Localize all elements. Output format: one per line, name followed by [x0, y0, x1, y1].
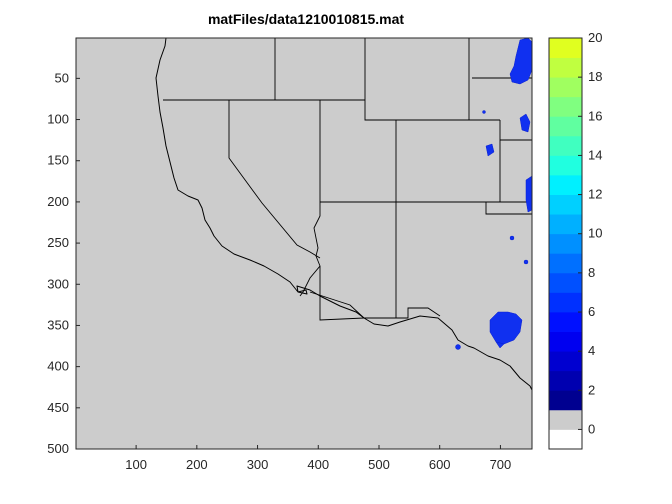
- y-tick-label: 350: [47, 317, 69, 332]
- y-tick-label: 150: [47, 153, 69, 168]
- colorbar-swatch: [549, 38, 582, 58]
- colorbar-swatch: [549, 116, 582, 137]
- colorbar-tick-label: 2: [588, 382, 595, 397]
- map-axes: 100 200 300 400 500 600 700 50 100 150 200 250 300 3…: [47, 37, 533, 472]
- x-tick-label: 500: [368, 457, 390, 472]
- colorbar-tick-label: 4: [588, 343, 595, 358]
- colorbar-swatch: [549, 409, 582, 430]
- x-tick-label: 600: [429, 457, 451, 472]
- colorbar-swatch: [549, 175, 582, 195]
- colorbar-tick-label: 12: [588, 187, 602, 202]
- x-axis: 100 200 300 400 500 600 700: [125, 445, 511, 472]
- colorbar: 0 2 4 6 8 10 12 14 16 18 20: [548, 30, 602, 450]
- colorbar-tick-label: 20: [588, 30, 602, 45]
- colorbar-swatch: [549, 351, 582, 372]
- colorbar-tick-label: 10: [588, 226, 602, 241]
- colorbar-swatch: [549, 57, 582, 78]
- colorbar-tick-label: 16: [588, 108, 602, 123]
- colorbar-swatch: [549, 77, 582, 98]
- colorbar-swatch: [549, 96, 582, 117]
- colorbar-tick-label: 6: [588, 304, 595, 319]
- y-tick-label: 100: [47, 112, 69, 127]
- y-tick-label: 400: [47, 359, 69, 374]
- colorbar-swatch: [549, 370, 582, 391]
- precip-patch-southeast-tail: [495, 341, 505, 349]
- x-tick-label: 700: [490, 457, 512, 472]
- colorbar-frame: [548, 37, 583, 450]
- colorbar-swatch: [549, 194, 582, 215]
- precip-dot-4: [482, 110, 486, 114]
- colorbar-swatch: [549, 253, 582, 274]
- y-tick-label: 450: [47, 400, 69, 415]
- colorbar-swatch: [549, 233, 582, 254]
- colorbar-swatch: [549, 292, 582, 313]
- colorbar-swatch: [549, 155, 582, 176]
- colorbar-swatch: [549, 429, 582, 450]
- colorbar-swatch: [549, 390, 582, 411]
- precip-patch-southeast: [489, 311, 523, 345]
- x-tick-label: 400: [307, 457, 329, 472]
- colorbar-tick-label: 8: [588, 265, 595, 280]
- y-tick-label: 250: [47, 235, 69, 250]
- precip-dot-2: [509, 235, 515, 241]
- precip-patch-east-3: [485, 143, 495, 157]
- precip-dot-1: [455, 344, 461, 350]
- x-tick-label: 200: [186, 457, 208, 472]
- precip-patch-east-1: [519, 113, 531, 133]
- x-tick-label: 300: [247, 457, 269, 472]
- colorbar-tick-label: 18: [588, 69, 602, 84]
- chart-title: matFiles/data1210010815.mat: [208, 11, 404, 27]
- precip-patch-northeast: [509, 37, 533, 85]
- y-tick-label: 300: [47, 276, 69, 291]
- map-plot-area: [76, 38, 532, 449]
- y-tick-label: 50: [55, 70, 69, 85]
- precip-dot-3: [523, 259, 529, 265]
- precip-patch-east-2: [525, 175, 533, 213]
- precipitation-layer: [455, 37, 533, 350]
- colorbar-tick-label: 14: [588, 147, 602, 162]
- y-tick-label: 200: [47, 194, 69, 209]
- colorbar-swatch: [549, 331, 582, 352]
- colorbar-swatch: [549, 135, 582, 156]
- colorbar-swatch: [549, 272, 582, 293]
- colorbar-tick-label: 0: [588, 421, 595, 436]
- y-axis: 50 100 150 200 250 300 350 400 450 500: [47, 70, 80, 456]
- y-tick-label: 500: [47, 441, 69, 456]
- colorbar-swatch: [549, 312, 582, 332]
- colorbar-swatch: [549, 214, 582, 235]
- x-tick-label: 100: [125, 457, 147, 472]
